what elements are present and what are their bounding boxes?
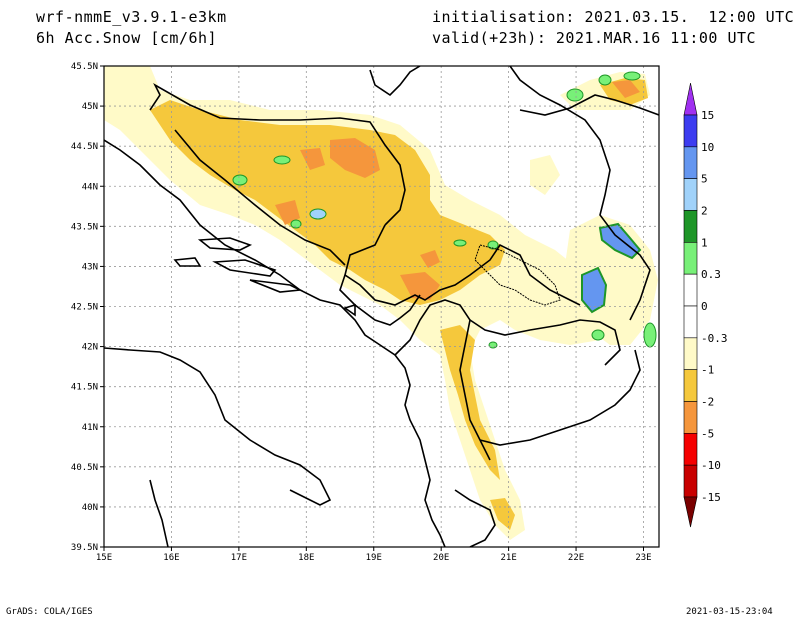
lat-tick-label: 44.5N bbox=[71, 142, 98, 152]
map-boundaries bbox=[104, 66, 659, 547]
colorbar-swatch bbox=[683, 114, 698, 148]
lon-tick-label: 19E bbox=[366, 553, 382, 563]
border-hungary bbox=[509, 66, 651, 321]
snow-area-heavy-6 bbox=[612, 80, 640, 98]
lat-tick-label: 40.5N bbox=[71, 463, 98, 473]
lat-tick-label: 43N bbox=[82, 262, 98, 272]
colorbar-swatch bbox=[683, 337, 698, 370]
colorbar-swatch bbox=[683, 464, 698, 498]
cell-green-6 bbox=[566, 88, 584, 102]
colorbar-swatch bbox=[683, 146, 698, 179]
border-bih-north bbox=[149, 82, 406, 226]
lat-tick-label: 41N bbox=[82, 423, 98, 433]
lat-tick-label: 44N bbox=[82, 182, 98, 192]
lat-tick-label: 45.5N bbox=[71, 62, 98, 72]
model-title: wrf-nmmE_v3.9.1-e3km bbox=[36, 8, 227, 26]
lat-tick-label: 41.5N bbox=[71, 383, 98, 393]
coastline-italy-heel bbox=[149, 479, 169, 547]
island-4 bbox=[173, 257, 202, 267]
colorbar-label: -0.3 bbox=[701, 332, 728, 345]
border-kosovo bbox=[474, 244, 561, 306]
cell-green-5 bbox=[487, 240, 499, 250]
colorbar-label: 2 bbox=[701, 205, 708, 218]
colorbar-label: 0 bbox=[701, 300, 708, 313]
colorbar-label: -1 bbox=[701, 364, 714, 377]
snow-area-heavy-1 bbox=[330, 138, 380, 178]
border-danube bbox=[519, 94, 659, 116]
colorbar-swatch bbox=[683, 433, 698, 466]
cell-green-8 bbox=[623, 71, 641, 81]
colorbar-swatch bbox=[683, 210, 698, 243]
longitude-axis: 15E 16E 17E 18E 19E 20E 21E 22E 23E bbox=[96, 547, 652, 563]
colorbar-label: 15 bbox=[701, 109, 714, 122]
island-5 bbox=[343, 303, 356, 317]
lon-tick-label: 20E bbox=[433, 553, 449, 563]
cell-green-4 bbox=[453, 239, 467, 247]
colorbar-swatch bbox=[683, 273, 698, 307]
colorbar-label: 1 bbox=[701, 236, 708, 249]
island-2 bbox=[212, 259, 277, 277]
cell-green-11 bbox=[488, 341, 498, 349]
snow-area-heavy-2 bbox=[300, 148, 325, 170]
border-montenegro bbox=[339, 274, 421, 326]
colorbar-swatch bbox=[683, 242, 698, 275]
lon-tick-label: 21E bbox=[500, 553, 516, 563]
init-time: initialisation: 2021.03.15. 12:00 UTC bbox=[432, 8, 795, 26]
lon-tick-label: 22E bbox=[568, 553, 584, 563]
latitude-axis: 45.5N 45N 44.5N 44N 43.5N 43N 42.5N 42N 41.5N 41N… bbox=[71, 62, 104, 553]
colorbar-swatch bbox=[683, 178, 698, 211]
lon-tick-label: 23E bbox=[635, 553, 651, 563]
valid-time: valid(+23h): 2021.MAR.16 11:00 UTC bbox=[432, 29, 757, 47]
coastline-adriatic-east bbox=[104, 139, 446, 547]
colorbar-swatch bbox=[683, 305, 698, 339]
cell-green-3 bbox=[290, 219, 302, 229]
snow-area-heavy-4 bbox=[400, 272, 440, 300]
border-greece-bulgaria bbox=[479, 349, 641, 446]
border-bih-south bbox=[174, 129, 346, 266]
colorbar-swatch bbox=[683, 401, 698, 434]
cell-green-2 bbox=[273, 155, 291, 165]
lat-tick-label: 40N bbox=[82, 503, 98, 513]
cell-green-7 bbox=[598, 74, 612, 86]
colorbar-bottom-arrow bbox=[683, 496, 698, 528]
island-1 bbox=[197, 237, 253, 251]
snow-area-heavy-3 bbox=[275, 200, 300, 225]
coastline-italy bbox=[104, 347, 332, 506]
lat-tick-label: 45N bbox=[82, 102, 98, 112]
lat-tick-label: 39.5N bbox=[71, 543, 98, 553]
lon-tick-label: 18E bbox=[298, 553, 314, 563]
footer-left: GrADS: COLA/IGES bbox=[6, 607, 93, 617]
cell-green-9 bbox=[591, 329, 605, 341]
lat-tick-label: 42.5N bbox=[71, 303, 98, 313]
map-grid bbox=[104, 66, 659, 547]
border-romania bbox=[369, 66, 421, 97]
snow-area-heavy-5 bbox=[420, 250, 440, 268]
lon-tick-label: 15E bbox=[96, 553, 112, 563]
lon-tick-label: 16E bbox=[163, 553, 179, 563]
cell-blue-1 bbox=[309, 208, 327, 220]
lat-tick-label: 43.5N bbox=[71, 222, 98, 232]
colorbar-label: -10 bbox=[701, 459, 721, 472]
colorbar-top-arrow bbox=[683, 82, 698, 116]
colorbar-label: -2 bbox=[701, 396, 714, 409]
colorbar: 15 10 5 2 1 0.3 0 -0.3 -1 -2 -5 -10 -15 bbox=[683, 82, 728, 528]
colorbar-label: 0.3 bbox=[701, 268, 721, 281]
cell-green-1 bbox=[232, 174, 248, 186]
footer-right: 2021-03-15-23:04 bbox=[686, 607, 773, 617]
colorbar-swatch bbox=[683, 369, 698, 402]
colorbar-label: 5 bbox=[701, 173, 708, 186]
colorbar-label: -5 bbox=[701, 427, 714, 440]
border-north-macedonia bbox=[469, 319, 621, 366]
colorbar-label: 10 bbox=[701, 141, 714, 154]
snow-area-light-n bbox=[530, 155, 560, 195]
field-title: 6h Acc.Snow [cm/6h] bbox=[36, 29, 218, 47]
lat-tick-label: 42N bbox=[82, 343, 98, 353]
coastline-greece bbox=[454, 489, 496, 547]
cell-blue-east-2 bbox=[581, 266, 608, 314]
colorbar-label: -15 bbox=[701, 491, 721, 504]
cell-green-10 bbox=[643, 322, 657, 348]
island-3 bbox=[249, 279, 303, 293]
lon-tick-label: 17E bbox=[231, 553, 247, 563]
